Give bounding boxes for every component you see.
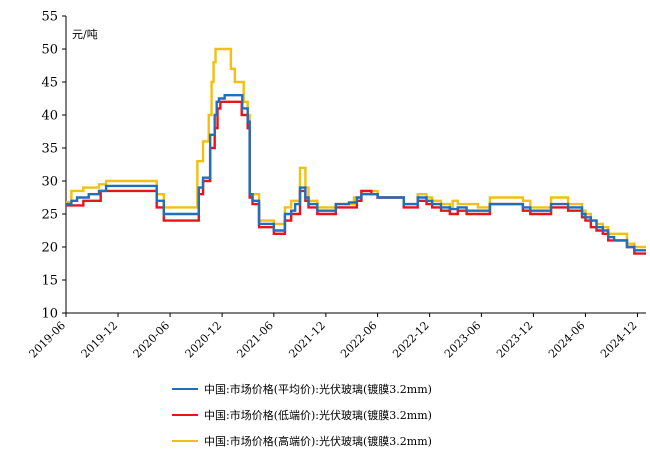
x-tick-label: 2022-12	[390, 319, 432, 361]
x-tick-label: 2024-12	[598, 319, 640, 361]
x-tick-label: 2022-06	[338, 319, 380, 361]
legend-label-high: 中国:市场价格(高端价):光伏玻璃(镀膜3.2mm)	[204, 435, 432, 448]
series-lines	[66, 47, 646, 255]
x-tick-label: 2019-06	[27, 319, 69, 361]
y-tick-label: 15	[41, 274, 58, 289]
y-tick-label: 30	[41, 175, 58, 190]
unit-label: 元/吨	[72, 28, 98, 41]
chart: 10 15 20 25 30 35 40 45 50 55 2019-06 2019-12 2020-0…	[27, 10, 646, 361]
legend: 中国:市场价格(平均价):光伏玻璃(镀膜3.2mm) 中国:市场价格(低端价):…	[172, 376, 432, 454]
y-tick-label: 25	[41, 208, 58, 223]
x-tick-label: 2021-12	[286, 319, 328, 361]
x-tick-label: 2024-06	[546, 319, 588, 361]
y-tick-label: 35	[41, 142, 58, 157]
y-tick-label: 20	[41, 241, 58, 256]
x-tick-label: 2019-12	[79, 319, 121, 361]
y-tick-label: 50	[41, 43, 58, 58]
legend-item-high: 中国:市场价格(高端价):光伏玻璃(镀膜3.2mm)	[172, 428, 432, 454]
legend-item-average: 中国:市场价格(平均价):光伏玻璃(镀膜3.2mm)	[172, 376, 432, 402]
x-tick-label: 2021-06	[234, 319, 276, 361]
legend-swatch-high	[172, 439, 198, 443]
series-line-average	[66, 94, 646, 252]
legend-label-average: 中国:市场价格(平均价):光伏玻璃(镀膜3.2mm)	[204, 383, 432, 396]
y-tick-label: 55	[41, 10, 58, 25]
series-line-low	[66, 100, 646, 255]
x-tick-label: 2020-12	[183, 319, 225, 361]
x-tick-label: 2020-06	[131, 319, 173, 361]
y-tick-label: 40	[41, 109, 58, 124]
x-tick-label: 2023-12	[494, 319, 536, 361]
legend-item-low: 中国:市场价格(低端价):光伏玻璃(镀膜3.2mm)	[172, 402, 432, 428]
y-tick-label: 45	[41, 76, 58, 91]
legend-label-low: 中国:市场价格(低端价):光伏玻璃(镀膜3.2mm)	[204, 409, 432, 422]
legend-swatch-low	[172, 413, 198, 417]
y-tick-label: 10	[41, 307, 58, 322]
x-tick-label: 2023-06	[442, 319, 484, 361]
series-line-high	[66, 47, 646, 249]
legend-swatch-average	[172, 387, 198, 391]
